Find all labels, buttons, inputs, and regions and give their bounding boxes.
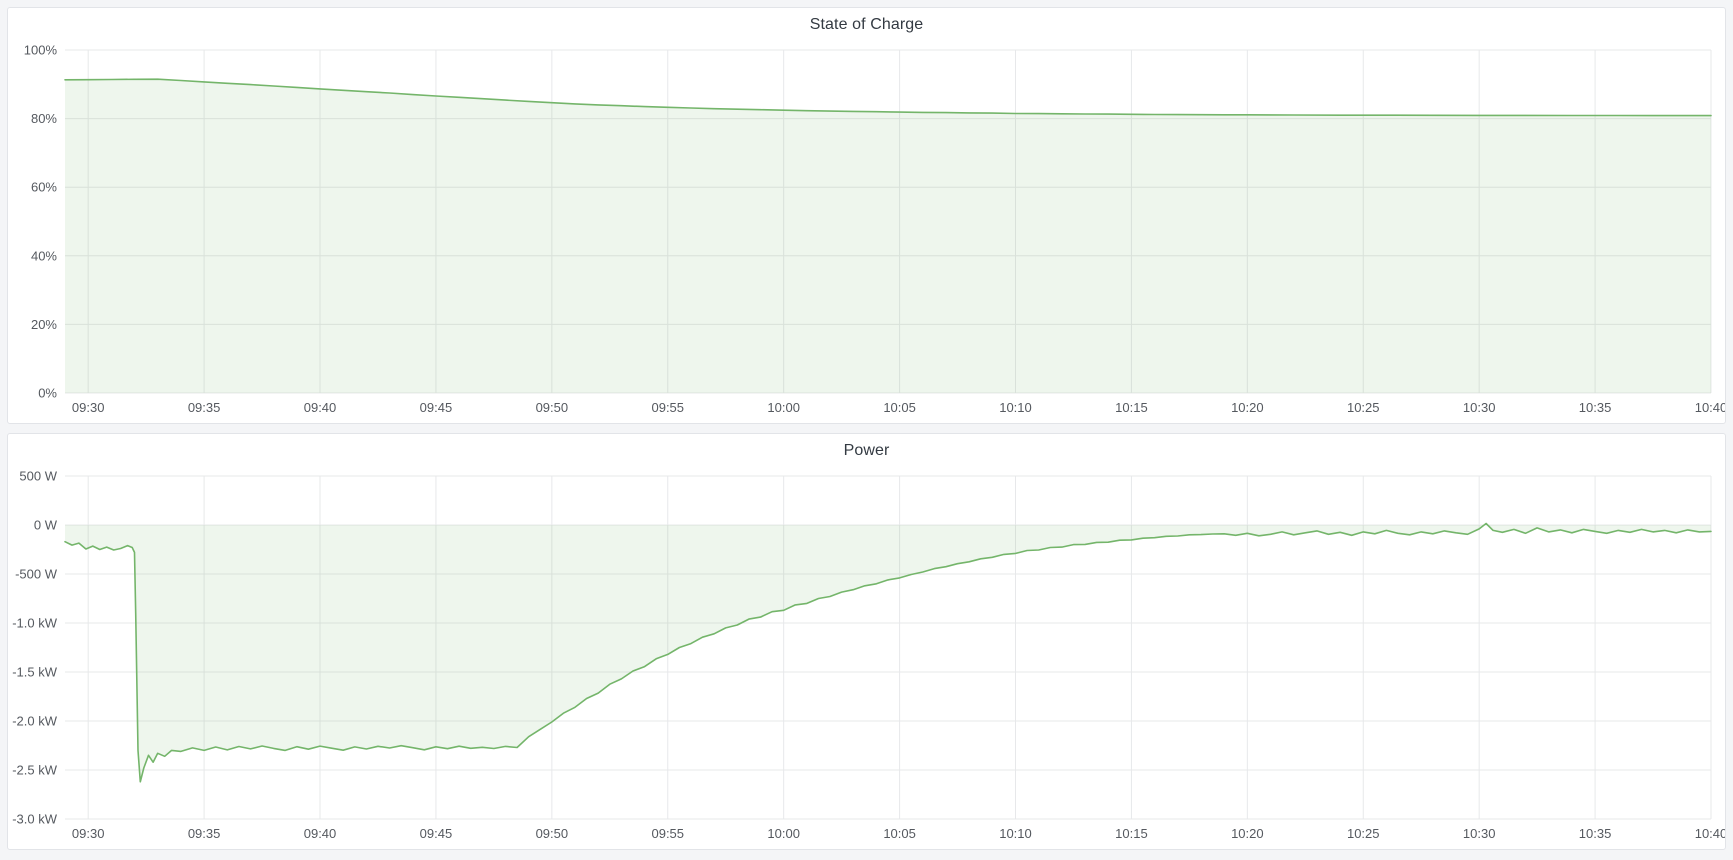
svg-text:10:35: 10:35 bbox=[1579, 826, 1612, 841]
power-chart: 500 W 0 W -500 W -1.0 kW -1.5 kW -2.0 kW -2.5 … bbox=[8, 468, 1725, 849]
svg-text:100%: 100% bbox=[24, 43, 58, 58]
svg-text:09:50: 09:50 bbox=[536, 400, 569, 415]
svg-text:500 W: 500 W bbox=[19, 469, 57, 484]
svg-text:09:35: 09:35 bbox=[188, 400, 221, 415]
svg-text:10:10: 10:10 bbox=[999, 400, 1032, 415]
panel-title: Power bbox=[843, 442, 890, 459]
svg-text:09:55: 09:55 bbox=[651, 826, 684, 841]
svg-text:09:45: 09:45 bbox=[420, 400, 453, 415]
svg-text:-2.0 kW: -2.0 kW bbox=[12, 714, 58, 729]
panel-header-state-of-charge[interactable]: State of Charge bbox=[8, 8, 1725, 42]
svg-text:09:30: 09:30 bbox=[72, 400, 105, 415]
svg-text:09:30: 09:30 bbox=[72, 826, 105, 841]
svg-text:09:35: 09:35 bbox=[188, 826, 221, 841]
svg-text:09:50: 09:50 bbox=[536, 826, 569, 841]
svg-text:-1.0 kW: -1.0 kW bbox=[12, 616, 58, 631]
svg-text:-3.0 kW: -3.0 kW bbox=[12, 812, 58, 827]
svg-text:10:00: 10:00 bbox=[767, 826, 800, 841]
svg-text:09:55: 09:55 bbox=[651, 400, 684, 415]
svg-text:10:15: 10:15 bbox=[1115, 826, 1148, 841]
power-chart-canvas[interactable]: 500 W 0 W -500 W -1.0 kW -1.5 kW -2.0 kW -2.5 … bbox=[8, 468, 1725, 849]
panel-header-power[interactable]: Power bbox=[8, 434, 1725, 468]
svg-text:-2.5 kW: -2.5 kW bbox=[12, 763, 58, 778]
svg-text:-1.5 kW: -1.5 kW bbox=[12, 665, 58, 680]
svg-text:0%: 0% bbox=[38, 386, 57, 401]
svg-text:10:30: 10:30 bbox=[1463, 826, 1496, 841]
svg-text:10:30: 10:30 bbox=[1463, 400, 1496, 415]
svg-text:10:15: 10:15 bbox=[1115, 400, 1148, 415]
svg-text:10:25: 10:25 bbox=[1347, 826, 1380, 841]
svg-text:10:10: 10:10 bbox=[999, 826, 1032, 841]
svg-text:10:05: 10:05 bbox=[883, 400, 916, 415]
svg-text:10:40: 10:40 bbox=[1695, 400, 1725, 415]
svg-text:40%: 40% bbox=[31, 248, 57, 263]
svg-text:80%: 80% bbox=[31, 111, 57, 126]
svg-text:10:25: 10:25 bbox=[1347, 400, 1380, 415]
svg-text:60%: 60% bbox=[31, 180, 57, 195]
panel-power: Power 500 W 0 W -500 W -1.0 kW -1.5 kW -2.0 k… bbox=[7, 433, 1726, 850]
svg-text:09:40: 09:40 bbox=[304, 826, 337, 841]
svg-text:09:45: 09:45 bbox=[420, 826, 453, 841]
svg-text:10:05: 10:05 bbox=[883, 826, 916, 841]
svg-text:0 W: 0 W bbox=[34, 518, 58, 533]
svg-text:10:20: 10:20 bbox=[1231, 826, 1264, 841]
panel-title: State of Charge bbox=[809, 16, 924, 33]
svg-text:10:40: 10:40 bbox=[1695, 826, 1725, 841]
svg-text:09:40: 09:40 bbox=[304, 400, 337, 415]
soc-chart: 100% 80% 60% 40% 20% 0% 09:30 09:35 09:40 09:45 09… bbox=[8, 42, 1725, 423]
svg-text:10:00: 10:00 bbox=[767, 400, 800, 415]
svg-text:20%: 20% bbox=[31, 317, 57, 332]
panel-state-of-charge: State of Charge 100% 80% 60% 40% 20% 0% 09:30 0… bbox=[7, 7, 1726, 424]
svg-text:10:35: 10:35 bbox=[1579, 400, 1612, 415]
soc-chart-canvas[interactable]: 100% 80% 60% 40% 20% 0% 09:30 09:35 09:40 09:45 09… bbox=[8, 42, 1725, 423]
svg-text:-500 W: -500 W bbox=[15, 567, 58, 582]
svg-text:10:20: 10:20 bbox=[1231, 400, 1264, 415]
